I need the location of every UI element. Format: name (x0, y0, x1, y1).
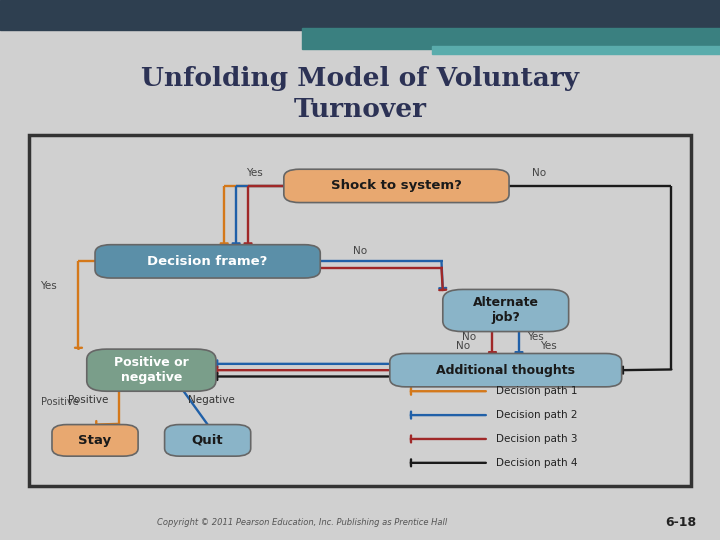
FancyBboxPatch shape (390, 354, 621, 387)
Text: Stay: Stay (78, 434, 112, 447)
Bar (302, 28, 720, 49)
Text: No: No (456, 341, 469, 350)
Text: Additional thoughts: Additional thoughts (436, 363, 575, 377)
FancyBboxPatch shape (95, 245, 320, 278)
Text: Yes: Yes (527, 332, 544, 342)
Text: Positive or
negative: Positive or negative (114, 356, 189, 384)
Text: Yes: Yes (246, 167, 262, 178)
Bar (0, 0, 720, 30)
Text: Unfolding Model of Voluntary: Unfolding Model of Voluntary (141, 66, 579, 91)
Text: Yes: Yes (40, 281, 57, 291)
Text: Decision path 4: Decision path 4 (496, 458, 577, 468)
Text: Yes: Yes (541, 341, 557, 350)
Text: Quit: Quit (192, 434, 223, 447)
FancyBboxPatch shape (284, 169, 509, 202)
Text: Positive: Positive (41, 397, 79, 407)
Text: Copyright © 2011 Pearson Education, Inc. Publishing as Prentice Hall: Copyright © 2011 Pearson Education, Inc.… (157, 518, 448, 527)
FancyBboxPatch shape (443, 289, 569, 332)
Text: Decision frame?: Decision frame? (148, 255, 268, 268)
Text: Negative: Negative (188, 395, 234, 405)
Text: Alternate
job?: Alternate job? (473, 296, 539, 325)
Text: No: No (353, 246, 367, 256)
FancyBboxPatch shape (87, 349, 216, 391)
Text: Positive: Positive (68, 395, 109, 405)
Text: 6-18: 6-18 (665, 516, 696, 529)
FancyBboxPatch shape (165, 424, 251, 456)
Text: Decision path 2: Decision path 2 (496, 410, 577, 420)
Text: No: No (462, 332, 477, 342)
Text: Shock to system?: Shock to system? (331, 179, 462, 192)
Text: Decision path 1: Decision path 1 (496, 386, 577, 396)
Bar (432, 46, 720, 54)
Text: No: No (532, 167, 546, 178)
Text: Turnover: Turnover (294, 97, 426, 122)
FancyBboxPatch shape (52, 424, 138, 456)
Text: Decision path 3: Decision path 3 (496, 434, 577, 444)
